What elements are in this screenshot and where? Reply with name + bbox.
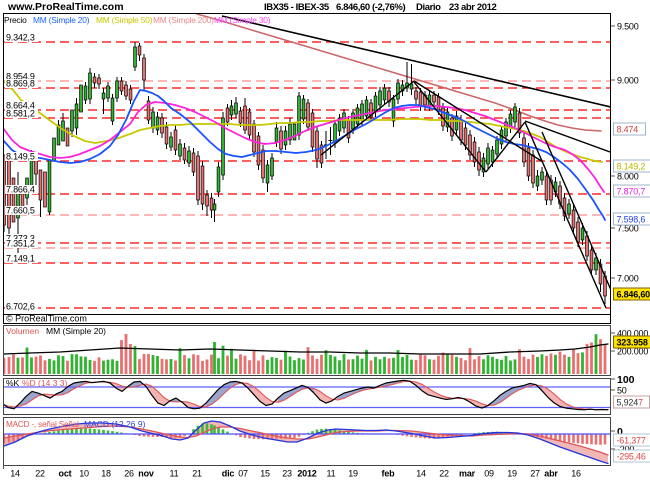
svg-text:7.660,5: 7.660,5 — [6, 206, 35, 216]
svg-text:© ProRealTime.com: © ProRealTime.com — [6, 314, 87, 324]
svg-text:7.373,3: 7.373,3 — [6, 234, 35, 244]
svg-text:22: 22 — [35, 469, 45, 479]
svg-text:abr: abr — [544, 469, 558, 479]
svg-text:10: 10 — [79, 469, 89, 479]
svg-text:8.149,2: 8.149,2 — [617, 162, 646, 172]
svg-text:MM (Simple 20): MM (Simple 20) — [33, 15, 90, 25]
svg-text:MM (Simple 200): MM (Simple 200) — [153, 15, 214, 25]
svg-text:323.958: 323.958 — [617, 338, 648, 348]
svg-text:7.149,1: 7.149,1 — [6, 254, 35, 264]
svg-text:8.869,8: 8.869,8 — [6, 79, 35, 89]
svg-text:6.846,60 (-2,76%): 6.846,60 (-2,76%) — [336, 2, 405, 13]
svg-text:oct: oct — [59, 469, 72, 479]
svg-text:MM (Simple 20): MM (Simple 20) — [46, 326, 106, 336]
svg-text:nov: nov — [138, 469, 154, 479]
svg-text:9.342,3: 9.342,3 — [6, 33, 35, 43]
svg-text:6.702,6: 6.702,6 — [6, 302, 35, 312]
svg-text:16: 16 — [571, 469, 581, 479]
svg-text:23 abr 2012: 23 abr 2012 — [449, 2, 496, 13]
svg-text:MM (Simple 50): MM (Simple 50) — [96, 15, 153, 25]
svg-text:8.000: 8.000 — [617, 172, 639, 182]
svg-text:www.ProRealTime.com: www.ProRealTime.com — [7, 1, 124, 13]
svg-text:200.000: 200.000 — [617, 347, 648, 357]
svg-text:7.500: 7.500 — [617, 224, 639, 234]
svg-text:15: 15 — [260, 469, 270, 479]
svg-text:11: 11 — [327, 469, 336, 479]
svg-text:27: 27 — [530, 469, 540, 479]
svg-text:22: 22 — [439, 469, 449, 479]
svg-text:7.866,4: 7.866,4 — [6, 185, 35, 195]
svg-text:mar: mar — [459, 469, 476, 479]
svg-text:-61,377: -61,377 — [617, 436, 646, 446]
svg-text:19: 19 — [348, 469, 358, 479]
svg-text:8.581,2: 8.581,2 — [6, 109, 35, 119]
svg-text:26: 26 — [124, 469, 134, 479]
svg-text:7.598,6: 7.598,6 — [617, 215, 646, 225]
svg-text:8.664,4: 8.664,4 — [6, 101, 35, 111]
svg-text:%K: %K — [6, 378, 20, 388]
svg-text:Precio: Precio — [4, 15, 27, 25]
svg-text:feb: feb — [382, 469, 396, 479]
svg-text:7.351,2: 7.351,2 — [6, 239, 35, 249]
svg-text:8.474: 8.474 — [617, 125, 639, 135]
svg-text:9.500: 9.500 — [617, 22, 639, 32]
svg-text:Diario: Diario — [416, 2, 441, 13]
svg-text:MACD -, señal Señal: MACD -, señal Señal — [6, 420, 79, 429]
svg-text:14: 14 — [10, 469, 20, 479]
svg-text:8.954,9: 8.954,9 — [6, 72, 35, 82]
svg-text:9.000: 9.000 — [617, 76, 639, 86]
svg-text:09: 09 — [484, 469, 494, 479]
svg-text:0: 0 — [617, 426, 623, 438]
svg-text:dic: dic — [222, 469, 235, 479]
svg-text:14: 14 — [416, 469, 426, 479]
svg-text:19: 19 — [507, 469, 517, 479]
svg-text:18: 18 — [101, 469, 111, 479]
svg-text:21: 21 — [192, 469, 202, 479]
svg-text:7.870,7: 7.870,7 — [617, 187, 646, 197]
svg-text:Volumen: Volumen — [6, 326, 39, 336]
svg-text:8.149,5: 8.149,5 — [6, 152, 35, 162]
svg-text:50: 50 — [617, 386, 627, 396]
svg-text:23: 23 — [282, 469, 292, 479]
svg-text:400.000: 400.000 — [617, 329, 648, 339]
svg-text:2012: 2012 — [297, 469, 316, 479]
svg-text:MM (Simple 30): MM (Simple 30) — [214, 15, 271, 25]
svg-text:%D (14 3 3): %D (14 3 3) — [22, 378, 68, 388]
svg-text:-295,46: -295,46 — [617, 452, 646, 462]
svg-text:100: 100 — [617, 374, 635, 386]
svg-text:7.000: 7.000 — [617, 274, 639, 284]
svg-text:6.846,60: 6.846,60 — [617, 290, 650, 300]
svg-text:5,9247: 5,9247 — [617, 398, 644, 408]
svg-text:IBX35 - IBEX-35: IBX35 - IBEX-35 — [264, 2, 330, 13]
svg-text:07: 07 — [238, 469, 248, 479]
svg-text:MACD (12 26 9): MACD (12 26 9) — [84, 419, 146, 429]
svg-text:11: 11 — [170, 469, 179, 479]
